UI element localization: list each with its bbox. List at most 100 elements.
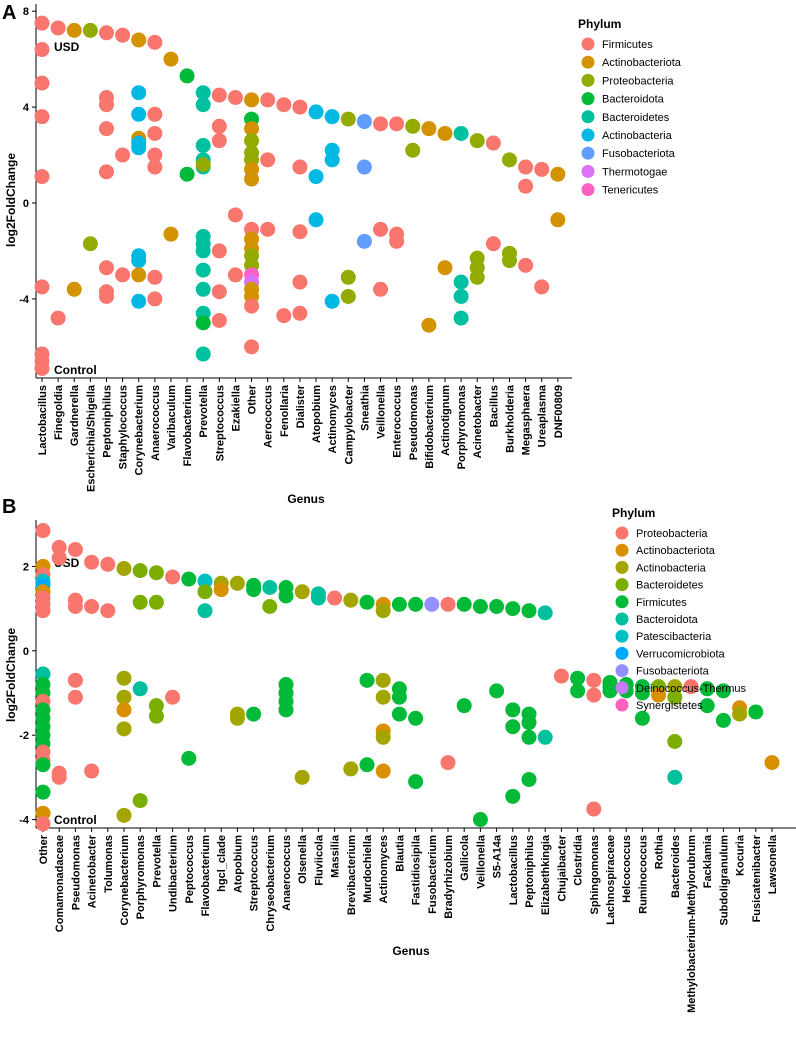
data-point	[244, 133, 260, 149]
x-tick-label: Bradyrhizobium	[443, 835, 455, 919]
data-point	[34, 169, 50, 185]
x-tick-label: Acinetobacter	[472, 384, 484, 458]
y-tick-label: 8	[23, 6, 29, 18]
data-point	[147, 159, 163, 175]
data-point	[50, 20, 66, 36]
data-point	[163, 226, 179, 242]
data-point	[211, 243, 227, 259]
x-tick-label: Tolumonas	[103, 835, 115, 893]
usd-annotation: USD	[54, 40, 80, 54]
data-point	[66, 22, 82, 38]
x-tick-label: Escherichia/Shigella	[85, 384, 97, 492]
data-point	[667, 769, 683, 785]
data-point	[469, 269, 485, 285]
x-tick-label: Kocuria	[735, 834, 747, 876]
x-tick-label: Clostridia	[573, 834, 585, 886]
data-point	[35, 757, 51, 773]
data-point	[116, 670, 132, 686]
data-point	[651, 687, 667, 703]
data-point	[51, 550, 67, 566]
data-point	[227, 267, 243, 283]
data-point	[246, 582, 262, 598]
data-point	[116, 689, 132, 705]
control-annotation: Control	[54, 363, 97, 377]
data-point	[276, 97, 292, 113]
x-tick-label: S5-A14a	[492, 834, 504, 878]
data-point	[227, 90, 243, 105]
data-point	[116, 702, 132, 718]
legend-label: Actinobacteriota	[602, 57, 682, 69]
x-tick-label: Bifidobacterium	[424, 385, 436, 469]
x-tick-label: Flavobacterium	[182, 385, 194, 467]
x-tick-label: Chujaibacter	[556, 834, 568, 901]
x-tick-label: Prevotella	[198, 384, 210, 437]
legend-label: Firmicutes	[636, 597, 687, 609]
x-tick-label: DNF00809	[553, 385, 565, 438]
data-point	[343, 592, 359, 608]
x-tick-label: Ezakiella	[230, 384, 242, 431]
data-point	[116, 721, 132, 737]
x-tick-label: Peptoniphilus	[524, 835, 536, 908]
x-tick-label: Streptococcus	[214, 385, 226, 461]
data-point	[195, 262, 211, 278]
x-axis-title: Genus	[392, 944, 430, 958]
data-point	[453, 288, 469, 304]
data-point	[521, 729, 537, 745]
data-point	[244, 171, 260, 187]
data-point	[340, 111, 356, 127]
data-point	[505, 702, 521, 718]
y-axis-title: log2FoldChange	[4, 153, 18, 247]
data-point	[764, 755, 780, 771]
data-point	[453, 125, 469, 141]
y-tick-label: 2	[23, 561, 29, 573]
data-point	[84, 763, 100, 779]
data-point	[132, 594, 148, 610]
data-point	[84, 598, 100, 614]
legend-label: Bacteroidota	[602, 94, 665, 106]
legend-swatch	[615, 681, 629, 695]
data-point	[35, 805, 51, 821]
x-tick-label: Corynebacterium	[134, 385, 146, 476]
data-point	[375, 603, 391, 619]
data-point	[66, 281, 82, 297]
legend-swatch	[615, 578, 629, 592]
x-tick-label: Staphylococcus	[118, 385, 130, 469]
data-point	[375, 672, 391, 688]
data-point	[356, 233, 372, 249]
legend-label: Deinococcus-Thermus	[636, 683, 747, 695]
data-point	[82, 22, 98, 38]
legend-label: Tenericutes	[602, 185, 659, 197]
panel-letter: A	[2, 2, 16, 24]
data-point	[391, 596, 407, 612]
data-point	[131, 267, 147, 283]
data-point	[213, 582, 229, 598]
data-point	[343, 761, 359, 777]
data-point	[262, 580, 278, 596]
x-tick-label: Fastidiosipila	[411, 834, 423, 905]
data-point	[131, 106, 147, 122]
data-point	[421, 121, 437, 137]
legend-label: Bacteroidota	[636, 614, 699, 626]
data-point	[421, 317, 437, 333]
x-tick-label: Dialister	[295, 384, 307, 428]
x-tick-label: Acinetobacter	[87, 834, 99, 908]
data-point	[437, 260, 453, 276]
x-tick-label: Comamonadaceae	[54, 835, 66, 932]
data-point	[195, 157, 211, 173]
data-point	[195, 315, 211, 331]
data-point	[115, 147, 131, 163]
data-point	[116, 807, 132, 823]
legend-title: Phylum	[578, 17, 621, 31]
y-tick-label: 0	[23, 198, 29, 210]
legend-swatch	[581, 183, 595, 197]
data-point	[667, 689, 683, 705]
data-point	[553, 668, 569, 684]
data-point	[715, 712, 731, 728]
data-point	[550, 166, 566, 182]
data-point	[148, 594, 164, 610]
data-point	[82, 236, 98, 252]
data-point	[147, 106, 163, 122]
data-point	[132, 793, 148, 809]
x-tick-label: Other	[247, 384, 259, 414]
data-point	[699, 681, 715, 697]
